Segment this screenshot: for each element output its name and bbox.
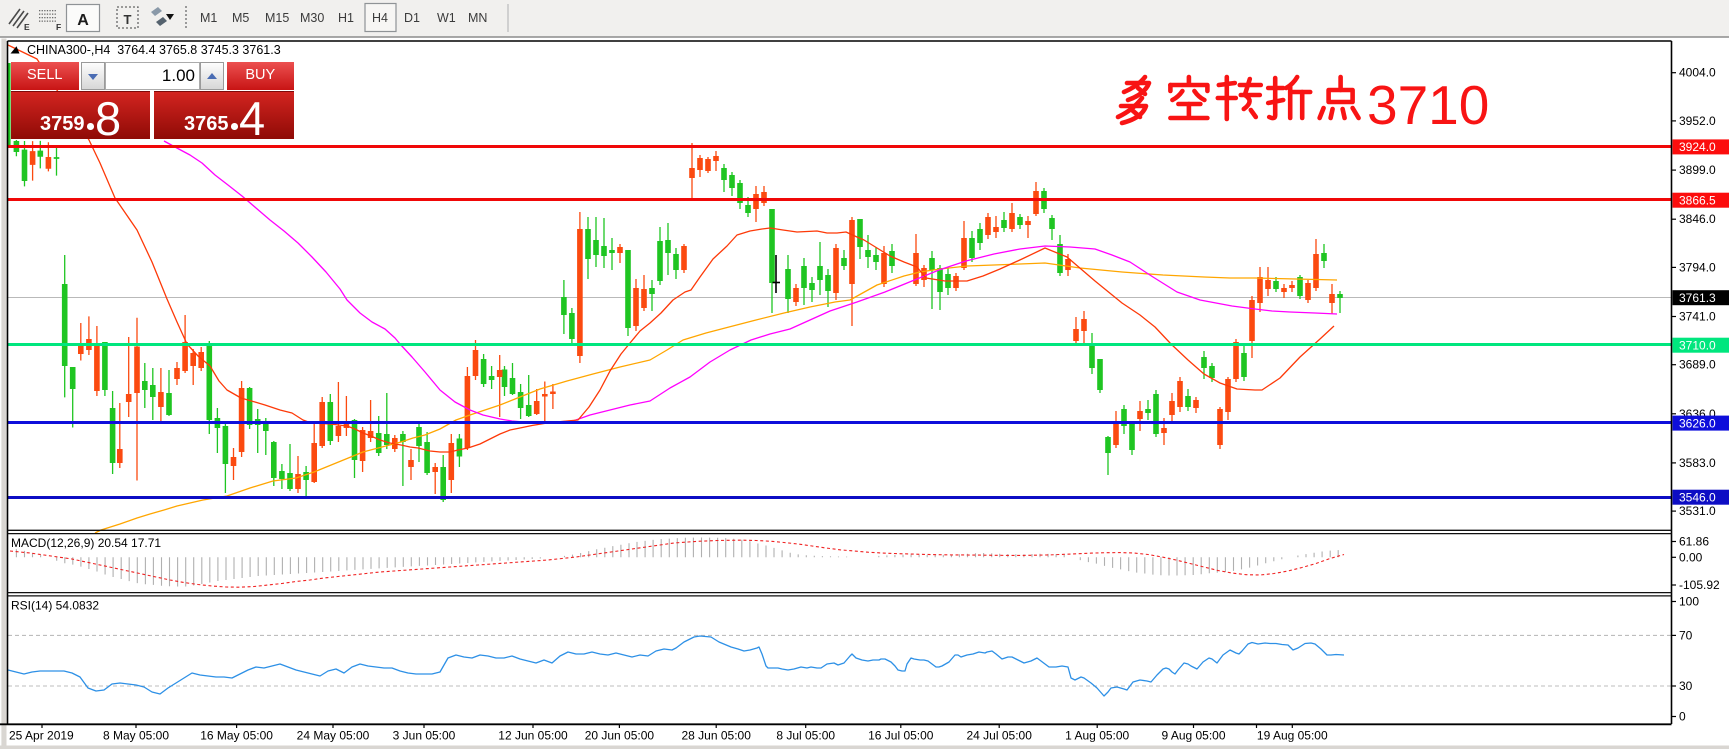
- svg-text:12 Jun 05:00: 12 Jun 05:00: [498, 729, 568, 743]
- svg-text:4004.0: 4004.0: [1679, 66, 1716, 80]
- svg-text:3924.0: 3924.0: [1679, 140, 1716, 154]
- svg-text:28 Jun 05:00: 28 Jun 05:00: [681, 729, 751, 743]
- svg-text:3531.0: 3531.0: [1679, 504, 1716, 518]
- svg-text:24 Jul 05:00: 24 Jul 05:00: [967, 729, 1033, 743]
- svg-text:70: 70: [1679, 628, 1693, 642]
- svg-text:3583.0: 3583.0: [1679, 456, 1716, 470]
- svg-text:3 Jun 05:00: 3 Jun 05:00: [393, 729, 456, 743]
- svg-text:3952.0: 3952.0: [1679, 114, 1716, 128]
- svg-text:24 May 05:00: 24 May 05:00: [297, 729, 370, 743]
- svg-text:F: F: [56, 22, 61, 32]
- svg-text:CHINA300-,H4 3764.4 3765.8 37: CHINA300-,H4 3764.4 3765.8 3745.3 3761.3: [27, 43, 281, 57]
- svg-text:30: 30: [1679, 679, 1693, 693]
- svg-text:A: A: [77, 12, 89, 29]
- svg-text:3899.0: 3899.0: [1679, 163, 1716, 177]
- svg-text:MACD(12,26,9) 20.54 17.71: MACD(12,26,9) 20.54 17.71: [11, 536, 161, 550]
- svg-text:20 Jun 05:00: 20 Jun 05:00: [585, 729, 655, 743]
- svg-text:1 Aug 05:00: 1 Aug 05:00: [1065, 729, 1129, 743]
- svg-text:3689.0: 3689.0: [1679, 358, 1716, 372]
- svg-text:9 Aug 05:00: 9 Aug 05:00: [1161, 729, 1225, 743]
- svg-text:8 Jul 05:00: 8 Jul 05:00: [776, 729, 835, 743]
- svg-text:0: 0: [1679, 710, 1686, 724]
- svg-text:3710.0: 3710.0: [1679, 338, 1716, 352]
- svg-text:3626.0: 3626.0: [1679, 416, 1716, 430]
- svg-text:3741.0: 3741.0: [1679, 310, 1716, 324]
- svg-text:100: 100: [1679, 595, 1699, 609]
- svg-text:3846.0: 3846.0: [1679, 212, 1716, 226]
- svg-text:-105.92: -105.92: [1679, 578, 1720, 592]
- svg-text:T: T: [124, 12, 132, 27]
- svg-text:19 Aug 05:00: 19 Aug 05:00: [1257, 729, 1328, 743]
- svg-text:16 May 05:00: 16 May 05:00: [200, 729, 273, 743]
- svg-text:0.00: 0.00: [1679, 550, 1703, 564]
- svg-text:E: E: [24, 22, 30, 32]
- svg-text:RSI(14) 54.0832: RSI(14) 54.0832: [11, 599, 99, 613]
- svg-text:3546.0: 3546.0: [1679, 490, 1716, 504]
- svg-text:16 Jul 05:00: 16 Jul 05:00: [868, 729, 934, 743]
- svg-text:3866.5: 3866.5: [1679, 193, 1716, 207]
- svg-text:25 Apr 2019: 25 Apr 2019: [9, 729, 74, 743]
- svg-text:3761.3: 3761.3: [1679, 291, 1716, 305]
- svg-text:3710: 3710: [1367, 74, 1489, 136]
- svg-text:3794.0: 3794.0: [1679, 260, 1716, 274]
- svg-text:8 May 05:00: 8 May 05:00: [103, 729, 169, 743]
- svg-text:61.86: 61.86: [1679, 535, 1709, 549]
